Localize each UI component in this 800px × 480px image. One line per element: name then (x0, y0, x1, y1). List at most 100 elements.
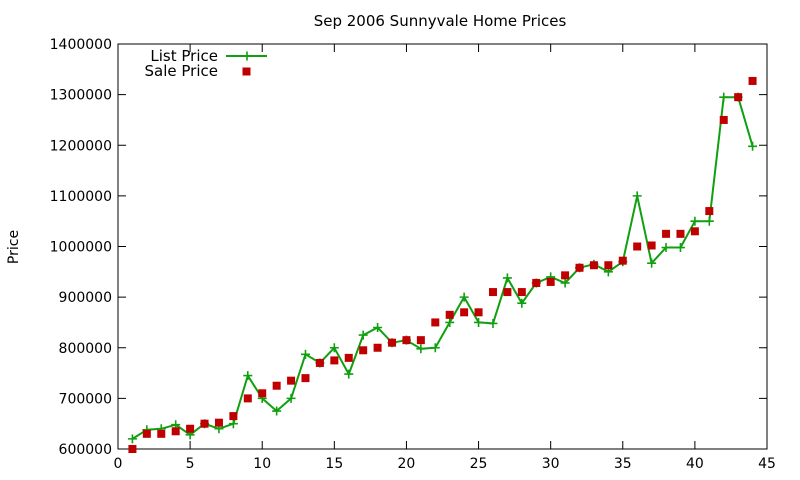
list-price-point (300, 349, 310, 359)
list-price-point (704, 216, 714, 226)
list-price-point (719, 92, 729, 102)
y-axis-label: Price (6, 230, 22, 264)
axis-ticks: 0 5 10 15 20 25 30 35 40 45 600000 700000 800000 9000… (50, 37, 776, 472)
x-tick-label: 40 (686, 456, 704, 472)
list-price-point (344, 369, 354, 379)
chart-title: Sep 2006 Sunnyvale Home Prices (314, 12, 567, 30)
x-tick-label: 35 (614, 456, 632, 472)
list-price-point (329, 343, 339, 353)
y-tick-label: 1300000 (50, 88, 112, 104)
sale-price-point (647, 241, 656, 250)
list-price-point (560, 278, 570, 288)
legend-marker-list-price (242, 51, 252, 61)
list-price-point (632, 191, 642, 201)
legend: List Price Sale Price (145, 47, 267, 80)
y-tick-label: 1200000 (50, 138, 112, 154)
series-layer (127, 76, 758, 453)
sale-price-point (229, 412, 238, 421)
sale-price-point (431, 318, 440, 327)
list-price-point (286, 393, 296, 403)
sale-price-point (488, 288, 497, 297)
x-tick-label: 25 (470, 456, 488, 472)
x-tick-label: 5 (186, 456, 195, 472)
sale-price-point (575, 263, 584, 272)
sale-price-point (330, 356, 339, 365)
sale-price-point (561, 271, 570, 280)
sale-price-point (142, 429, 151, 438)
list-price-point (690, 216, 700, 226)
sale-price-point (503, 288, 512, 297)
sale-price-point (157, 429, 166, 438)
y-tick-label: 600000 (59, 442, 112, 458)
list-price-point (459, 292, 469, 302)
sale-price-point (604, 261, 613, 270)
sale-price-point (532, 278, 541, 287)
sale-price-point (719, 115, 728, 124)
list-price-point (488, 318, 498, 328)
sale-price-point (287, 376, 296, 385)
list-price-point (675, 243, 685, 253)
sale-price-point (676, 229, 685, 238)
y-tick-label: 1100000 (50, 189, 112, 205)
sale-price-point (690, 227, 699, 236)
list-price-point (647, 258, 657, 268)
list-price-point (373, 323, 383, 332)
y-tick-label: 900000 (59, 290, 112, 306)
x-tick-label: 20 (398, 456, 416, 472)
sale-price-point (734, 93, 743, 102)
x-tick-label: 30 (542, 456, 560, 472)
sale-price-point (344, 353, 353, 362)
sale-price-point (388, 338, 397, 347)
x-tick-label: 45 (758, 456, 776, 472)
sale-price-point (301, 374, 310, 383)
list-price-point (416, 344, 426, 354)
sale-price-point (546, 277, 555, 286)
sale-price-point (589, 261, 598, 270)
sale-price-point (748, 76, 757, 85)
sale-price-point (705, 207, 714, 216)
sale-price-point (662, 229, 671, 238)
list-price-point (474, 317, 484, 327)
sale-price-point (243, 394, 252, 403)
sale-price-point (200, 419, 209, 428)
list-price-point (228, 419, 238, 429)
sale-price-point (474, 308, 483, 317)
list-price-point (445, 317, 455, 327)
sale-price-point (402, 336, 411, 345)
legend-label-list-price: List Price (150, 47, 218, 65)
sale-price-point (359, 346, 368, 355)
x-tick-label: 15 (325, 456, 343, 472)
y-tick-label: 1000000 (50, 240, 112, 256)
sale-price-point (214, 418, 223, 427)
list-price-point (517, 298, 527, 308)
sale-price-point (171, 427, 180, 436)
sale-price-point (373, 343, 382, 352)
list-price-point (358, 330, 368, 340)
sale-price-point (128, 445, 137, 453)
sale-price-point (258, 389, 267, 398)
sale-price-point (445, 310, 454, 319)
sale-price-point (460, 308, 469, 317)
sale-price-point (618, 256, 627, 265)
list-price-point (748, 141, 758, 151)
list-price-point (272, 406, 282, 416)
x-tick-label: 0 (114, 456, 123, 472)
y-tick-label: 700000 (59, 391, 112, 407)
list-price-point (661, 243, 671, 253)
sale-price-point (186, 424, 195, 433)
list-price-point (127, 434, 137, 444)
list-price-point (243, 371, 253, 381)
legend-marker-sale-price (242, 67, 251, 76)
sale-price-point (633, 242, 642, 251)
y-tick-label: 1400000 (50, 37, 112, 53)
sale-price-point (315, 358, 324, 367)
y-tick-label: 800000 (59, 341, 112, 357)
list-price-point (430, 343, 440, 353)
sale-price-point (517, 288, 526, 297)
series-line-list-price (131, 96, 754, 440)
legend-label-sale-price: Sale Price (145, 62, 218, 80)
sale-price-point (272, 381, 281, 390)
list-price-point (502, 273, 512, 283)
sale-price-point (416, 336, 425, 345)
